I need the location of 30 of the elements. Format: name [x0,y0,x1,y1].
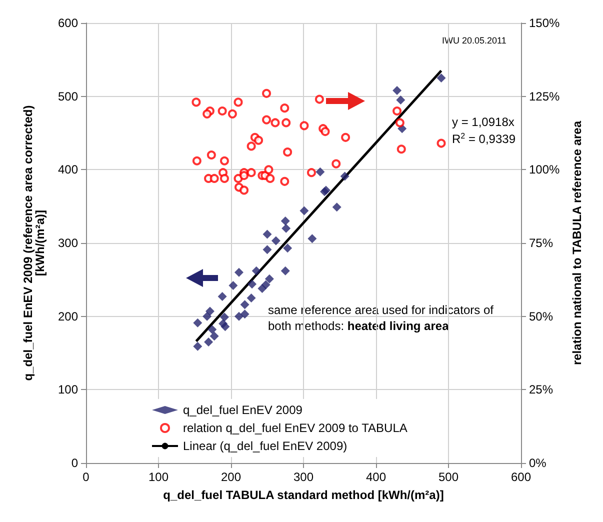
y2-tick-label: 50% [529,309,554,324]
x-tick-label: 100 [148,470,169,484]
x-tick-label: 300 [293,470,314,484]
y2-tick-label: 150% [529,16,560,30]
y2-tick-label: 125% [529,89,560,104]
y-tick-label: 600 [58,16,78,30]
y2-axis-title: relation national to TABULA reference area [570,120,584,366]
x-tick-label: 400 [366,470,386,484]
x-tick-label: 600 [510,470,532,484]
y-tick-label: 0 [71,456,78,470]
annotation: both methods: [268,319,348,333]
y2-tick-label: 25% [529,382,554,397]
y-tick-label: 500 [58,89,78,104]
y-tick-label: 200 [58,309,78,324]
legend-label: relation q_del_fuel EnEV 2009 to TABULA [183,421,408,435]
x-tick-label: 500 [438,470,459,484]
x-tick-label: 200 [220,470,242,484]
y-axis-title: q_del_fuel EnEV 2009 (reference area corrected) [kWh/(m²a)] [21,105,47,381]
x-axis-title: q_del_fuel TABULA standard method [kWh/(m²a)] [163,488,444,502]
annotation: heated living area [347,319,450,333]
y-tick-label: 400 [58,162,78,177]
y-tick-label: 300 [58,236,78,250]
y2-tick-label: 0% [529,456,547,470]
y2-tick-label: 75% [529,236,554,250]
legend-label: Linear (q_del_fuel EnEV 2009) [183,439,348,453]
legend-label: q_del_fuel EnEV 2009 [183,403,303,417]
y-tick-label: 100 [58,382,78,397]
annotation: y = 1,0918x [452,115,514,129]
y2-tick-label: 100% [529,162,560,177]
x-tick-label: 0 [82,470,90,484]
